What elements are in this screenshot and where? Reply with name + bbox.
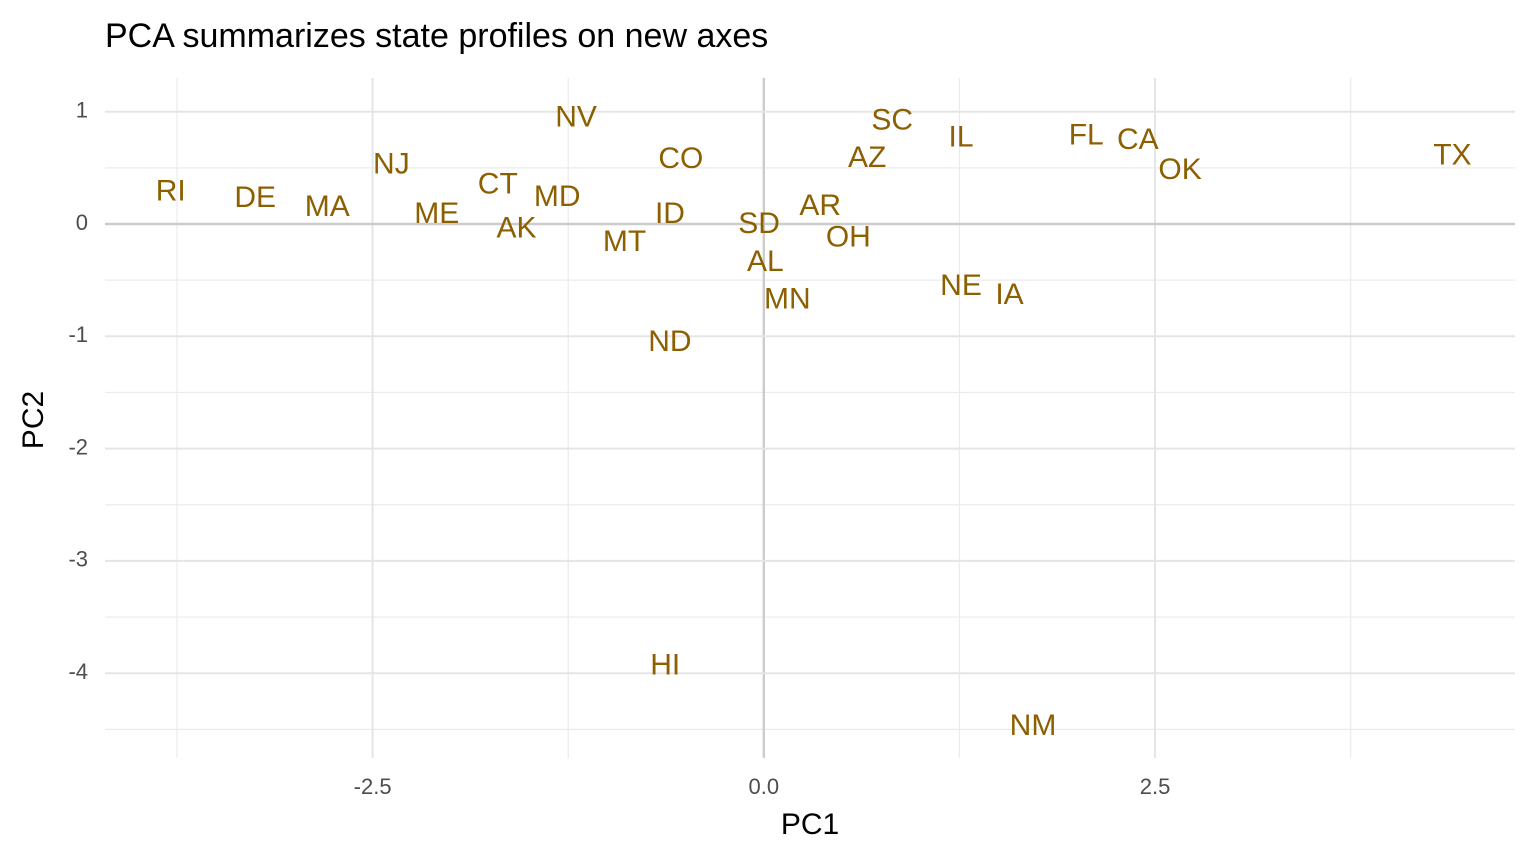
point-label: MT <box>603 225 646 258</box>
y-tick-label: 1 <box>76 98 88 123</box>
point-label: RI <box>156 174 186 207</box>
y-tick-label: -4 <box>68 659 88 684</box>
point-label: ME <box>414 197 459 230</box>
y-tick-label: -2 <box>68 434 88 459</box>
point-label: AZ <box>848 141 886 174</box>
point-label: MD <box>534 180 581 213</box>
point-label: CA <box>1117 123 1159 156</box>
point-label: CT <box>478 168 518 201</box>
point-label: MN <box>764 282 811 315</box>
y-tick-label: -3 <box>68 547 88 572</box>
y-tick-label: 0 <box>76 210 88 235</box>
point-label: FL <box>1069 118 1104 151</box>
x-tick-label: -2.5 <box>354 774 392 799</box>
point-label: NM <box>1010 709 1057 742</box>
x-tick-label: 0.0 <box>749 774 780 799</box>
point-label: ND <box>648 325 691 358</box>
point-label: AR <box>799 189 841 222</box>
grid <box>105 78 1515 758</box>
point-label: OK <box>1158 153 1201 186</box>
point-label: DE <box>234 181 276 214</box>
point-label: SC <box>871 104 913 137</box>
point-label: AK <box>497 212 537 245</box>
point-label: IL <box>948 121 973 154</box>
y-tick-label: -1 <box>68 322 88 347</box>
point-label: TX <box>1433 139 1471 172</box>
point-label: NE <box>940 269 982 302</box>
x-axis-title: PC1 <box>781 808 839 841</box>
point-label: NV <box>555 100 597 133</box>
point-label: IA <box>995 278 1023 311</box>
point-label: ID <box>655 197 685 230</box>
point-label: AL <box>747 245 784 278</box>
point-label: NJ <box>373 148 410 181</box>
y-axis-title: PC2 <box>17 391 50 449</box>
x-tick-label: 2.5 <box>1140 774 1171 799</box>
point-label: CO <box>658 142 703 175</box>
point-label: HI <box>650 648 680 681</box>
chart-title: PCA summarizes state profiles on new axe… <box>105 17 768 55</box>
point-label: SD <box>738 207 780 240</box>
point-label: MA <box>305 190 350 223</box>
point-label: OH <box>826 221 871 254</box>
